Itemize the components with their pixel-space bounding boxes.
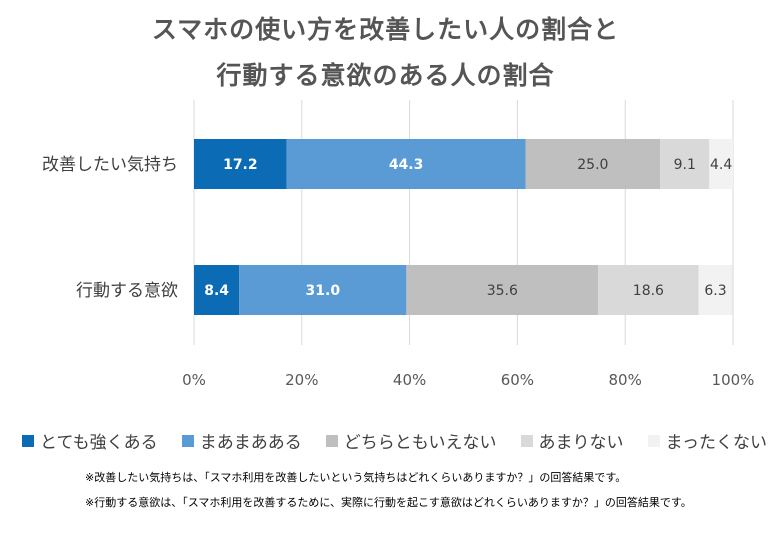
x-tick-label: 0% bbox=[182, 371, 206, 389]
data-label: 17.2 bbox=[223, 157, 258, 173]
legend-item-neutral: どちらともいえない bbox=[325, 428, 497, 453]
data-label: 4.4 bbox=[710, 157, 732, 173]
category-label: 改善したい気持ち bbox=[42, 155, 178, 175]
data-label: 8.4 bbox=[204, 283, 229, 299]
bar-segment bbox=[660, 139, 710, 189]
data-label: 35.6 bbox=[487, 283, 518, 299]
chart-title-line-1: スマホの使い方を改善したい人の割合と bbox=[151, 15, 620, 44]
legend-swatch bbox=[181, 434, 194, 447]
bar-segment bbox=[406, 265, 599, 315]
data-label: 9.1 bbox=[674, 157, 696, 173]
legend-item-very-strong: とても強くある bbox=[22, 428, 158, 453]
footnote-desire: ※改善したい気持ちは、「スマホ利用を改善したいという気持ちはどれくらいありますか… bbox=[85, 471, 627, 484]
data-label: 25.0 bbox=[577, 157, 608, 173]
category-label: 行動する意欲 bbox=[76, 281, 178, 301]
data-label: 6.3 bbox=[704, 283, 726, 299]
chart-legend: とても強くある まあまあある どちらともいえない あまりない まったくない bbox=[22, 428, 767, 453]
legend-label: まあまあある bbox=[199, 433, 302, 453]
legend-swatch bbox=[647, 434, 660, 447]
legend-label: とても強くある bbox=[40, 433, 158, 453]
legend-label: どちらともいえない bbox=[343, 433, 497, 453]
bar-segment bbox=[525, 139, 661, 189]
bar-segment bbox=[194, 265, 240, 315]
x-tick-label: 20% bbox=[285, 371, 318, 389]
bar-segment bbox=[194, 139, 287, 189]
legend-item-not-at-all: まったくない bbox=[647, 428, 767, 453]
bar-segment bbox=[709, 139, 733, 189]
x-tick-label: 40% bbox=[393, 371, 426, 389]
legend-label: あまりない bbox=[538, 433, 624, 453]
x-tick-label: 80% bbox=[609, 371, 642, 389]
legend-swatch bbox=[325, 434, 338, 447]
legend-item-somewhat: まあまあある bbox=[181, 428, 302, 453]
data-label: 31.0 bbox=[306, 283, 341, 299]
chart-title-line-2: 行動する意欲のある人の割合 bbox=[216, 61, 555, 90]
legend-item-not-much: あまりない bbox=[520, 428, 624, 453]
footnote-motivation: ※行動する意欲は、「スマホ利用を改善するために、実際に行動を起こす意欲はどれくら… bbox=[85, 496, 692, 509]
bar-segment bbox=[286, 139, 526, 189]
data-label: 18.6 bbox=[633, 283, 664, 299]
bar-segment bbox=[698, 265, 733, 315]
legend-swatch bbox=[520, 434, 533, 447]
legend-label: まったくない bbox=[665, 433, 767, 453]
bar-segment bbox=[239, 265, 407, 315]
x-tick-label: 60% bbox=[501, 371, 534, 389]
legend-swatch bbox=[22, 434, 34, 447]
data-label: 44.3 bbox=[389, 157, 424, 173]
x-tick-label: 100% bbox=[712, 371, 755, 389]
bar-segment bbox=[598, 265, 699, 315]
